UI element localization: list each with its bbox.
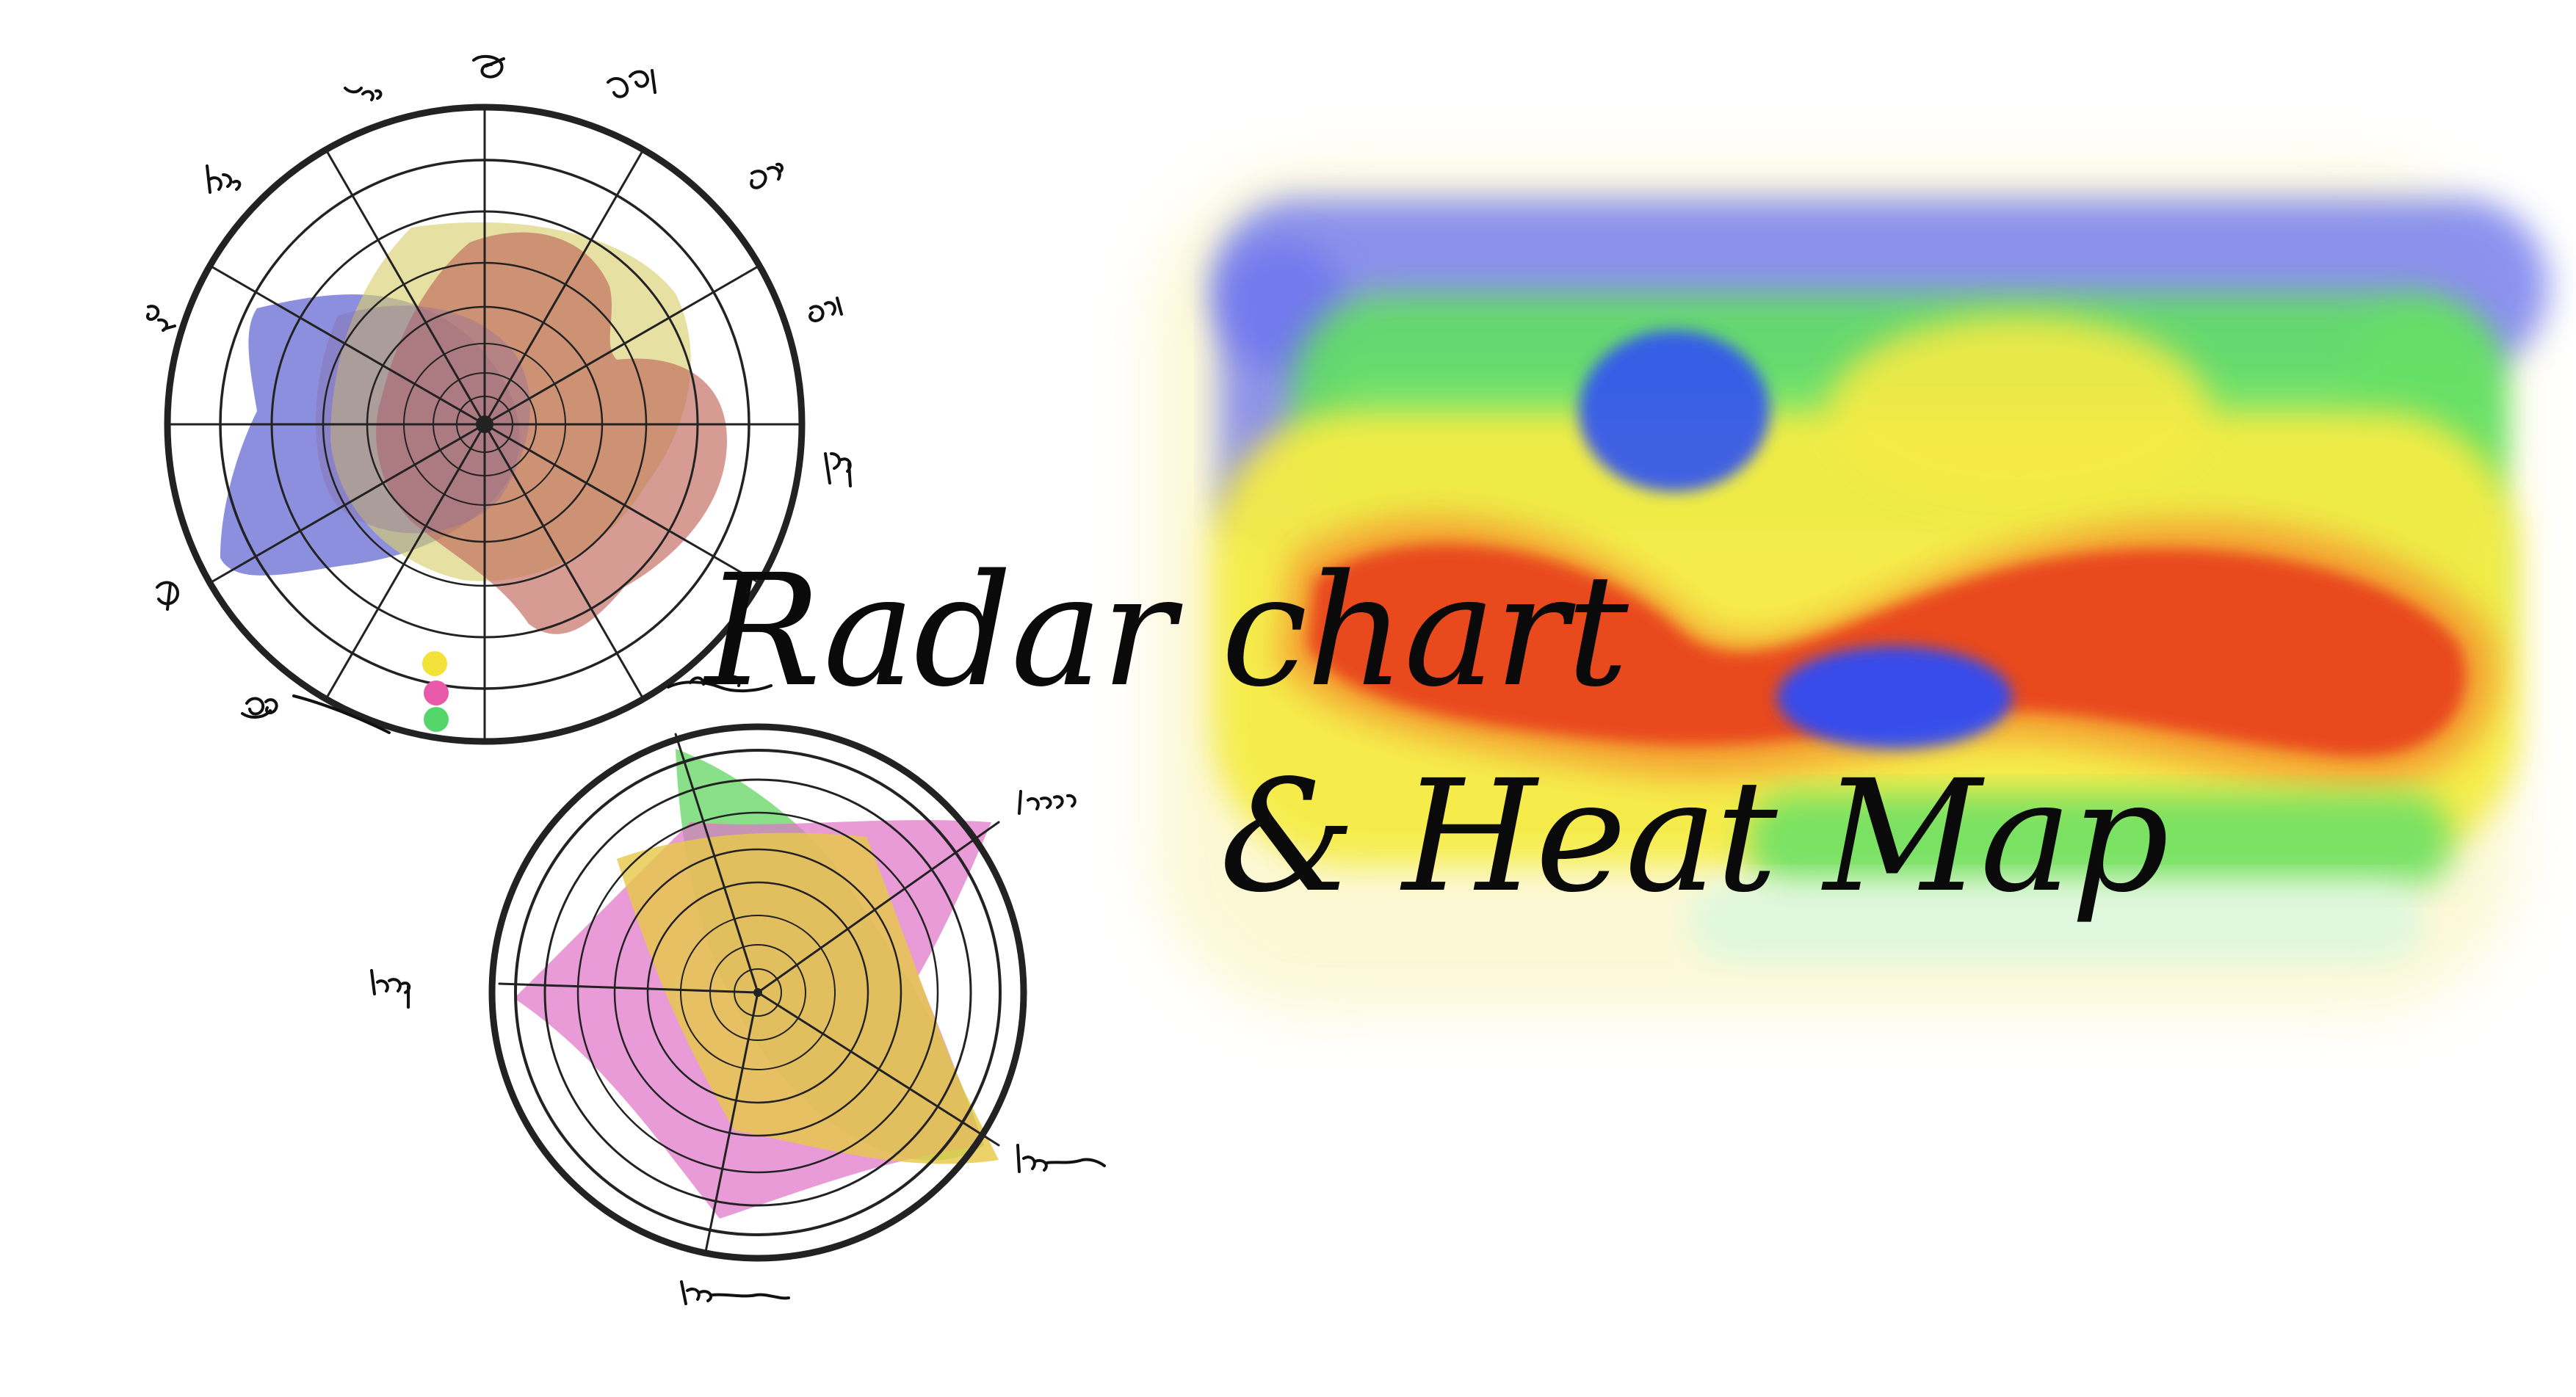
radar1-ink-tail <box>292 694 391 734</box>
radar1-legend <box>422 651 449 732</box>
radar2-grid <box>488 723 1027 1262</box>
radar2-ring-5 <box>646 881 869 1104</box>
radar2-center-dot <box>753 988 762 997</box>
heatmap-yellow-right <box>1828 316 2210 507</box>
heatmap-mint-bottom <box>1689 881 2423 962</box>
radar2-outer-ring <box>488 723 1027 1262</box>
title-line-heat-map: & Heat Map <box>1219 747 2169 926</box>
radar2-axis-label-scribble <box>370 969 411 1009</box>
radar-chart-2 <box>370 675 1106 1305</box>
radar1-axis-label-scribble <box>750 162 784 189</box>
radar2-axis-scribbles <box>370 675 1106 1305</box>
radar2-axis-label-scribble <box>680 1280 790 1305</box>
radar1-axis-label-scribble <box>344 87 383 101</box>
radar2-ring-7 <box>709 944 806 1041</box>
radar2-axis-label-scribble <box>1018 790 1077 815</box>
radar1-grid <box>164 104 806 745</box>
radar1-series-rose <box>376 232 727 634</box>
heatmap-green-bottom <box>1748 793 2453 888</box>
radar1-legend-dot-pink <box>424 681 449 705</box>
radar2-ring-4 <box>613 848 902 1137</box>
radar2-ring-2 <box>543 778 972 1207</box>
radar2-ring-3 <box>576 811 939 1174</box>
radar1-axis-scribbles <box>146 55 852 734</box>
radar2-ring-6 <box>680 915 836 1070</box>
radar1-axis-label-scribble <box>241 697 278 719</box>
radar1-axis-label-scribble <box>146 305 176 332</box>
radar1-center-dot <box>476 416 493 433</box>
radar1-spokes <box>166 106 803 743</box>
radar1-axis-label-scribble <box>824 452 852 487</box>
radar1-axis-label-scribble <box>206 164 242 194</box>
heatmap-blue-blob-middle <box>1777 646 2012 749</box>
radar2-axis-label-scribble <box>1016 1144 1106 1173</box>
heatmap-blue-blob-top <box>1579 330 1770 492</box>
radar1-legend-dot-green <box>424 707 449 732</box>
radar1-axis-label-scribble <box>156 581 180 611</box>
radar1-series-violet-overlap <box>316 305 530 534</box>
radar1-axis-label-scribble <box>607 69 656 98</box>
radar1-legend-dot-yellow <box>422 651 447 676</box>
radar1-axis-label-scribble <box>472 55 505 79</box>
heat-map <box>1153 169 2548 1013</box>
radar1-axis-label-scribble <box>808 297 843 322</box>
title-line-radar-chart: Radar chart <box>705 541 1629 721</box>
radar2-ring-1 <box>514 749 1002 1236</box>
radar2-series-yellow <box>617 832 999 1164</box>
radar-chart-1 <box>146 55 852 745</box>
radar2-axis-label-scribble <box>667 675 773 693</box>
radar2-spokes <box>498 733 1000 1257</box>
